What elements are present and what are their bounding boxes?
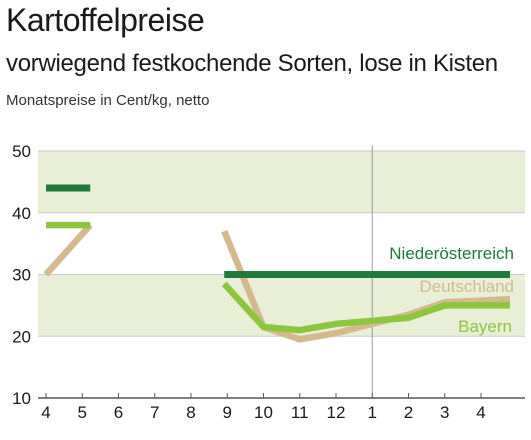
unit-label: Monatspreise in Cent/kg, netto (6, 92, 210, 109)
series-line-deutschland-0 (43, 222, 93, 277)
series-line-bayern-1 (221, 281, 510, 334)
series-label-niedersterreich: Niederösterreich (389, 244, 514, 263)
x-tick-label: 3 (440, 403, 449, 422)
y-tick-label: 40 (12, 204, 31, 223)
x-tick-label: 12 (327, 403, 346, 422)
x-tick-label: 11 (291, 403, 309, 422)
x-tick-label: 4 (41, 403, 50, 422)
x-tick-label: 8 (186, 403, 195, 422)
band-1 (38, 151, 525, 213)
x-tick-label: 10 (254, 403, 273, 422)
x-tick-label: 9 (223, 403, 232, 422)
y-tick-label: 10 (12, 389, 31, 408)
x-tick-label: 4 (476, 403, 485, 422)
y-tick-label: 50 (12, 142, 31, 161)
chart-subtitle: vorwiegend festkochende Sorten, lose in … (6, 50, 498, 77)
x-tick-label: 1 (368, 403, 377, 422)
x-tick-label: 7 (150, 403, 159, 422)
x-tick-label: 5 (78, 403, 87, 422)
x-tick-label: 6 (114, 403, 123, 422)
series-label-bayern: Bayern (458, 317, 512, 336)
series-label-deutschland: Deutschland (419, 277, 514, 296)
y-tick-label: 20 (12, 327, 31, 346)
y-tick-label: 30 (12, 266, 31, 285)
chart-title: Kartoffelpreise (6, 2, 205, 38)
x-tick-label: 2 (404, 403, 413, 422)
